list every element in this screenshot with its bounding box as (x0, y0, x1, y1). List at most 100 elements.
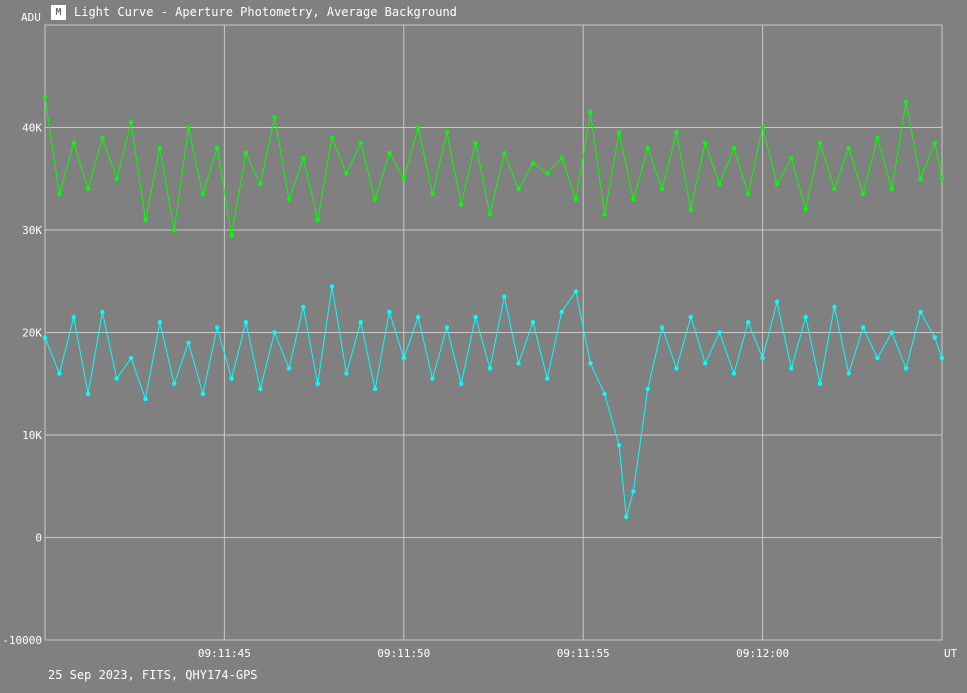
data-point (530, 320, 536, 325)
data-point (229, 376, 234, 381)
data-point (703, 361, 708, 366)
data-point (329, 135, 335, 140)
data-point (85, 186, 91, 192)
data-point (573, 289, 579, 294)
data-point (128, 355, 134, 361)
data-point (846, 145, 851, 151)
light-curve-icon[interactable]: M (51, 4, 66, 20)
data-point (559, 309, 564, 315)
data-point (774, 299, 780, 304)
data-point (860, 325, 866, 330)
data-point (387, 309, 392, 315)
data-point (344, 371, 349, 376)
data-point (114, 376, 120, 381)
data-point (688, 207, 693, 212)
x-tick-label: 09:11:55 (557, 647, 610, 660)
series-layer (42, 94, 945, 520)
data-point (616, 443, 622, 448)
data-point (545, 171, 550, 176)
data-point (717, 330, 722, 335)
data-point (372, 386, 378, 392)
series-2 (42, 284, 945, 520)
data-point (229, 232, 234, 238)
data-point (487, 366, 493, 371)
data-point (588, 361, 593, 366)
data-point (932, 140, 937, 146)
grid-layer (44, 24, 943, 641)
x-tick-label: 09:11:45 (198, 647, 251, 660)
data-point (100, 135, 105, 140)
data-point (760, 355, 765, 361)
y-tick-label: -10000 (2, 634, 42, 647)
data-point (200, 191, 206, 197)
axis-layer: ADU UT -10000 0 10K 20K 30K 40K 09:11:45 09:11:… (2, 11, 957, 660)
x-axis-label: UT (944, 647, 958, 660)
data-point (502, 294, 507, 299)
data-point (939, 176, 945, 181)
series-1-line (44, 96, 943, 236)
data-point (502, 150, 507, 156)
data-point (143, 396, 148, 402)
x-tick-label: 09:11:50 (377, 647, 430, 660)
data-point (688, 314, 693, 320)
data-point (602, 212, 607, 217)
data-point (172, 227, 177, 233)
data-point (545, 376, 550, 381)
y-tick-label: 30K (22, 224, 42, 237)
data-point (42, 94, 48, 100)
data-point (659, 325, 665, 330)
x-tick-label: 09:12:00 (736, 647, 789, 660)
data-point (573, 197, 579, 202)
data-point (602, 391, 607, 397)
data-point (387, 150, 392, 156)
data-point (372, 197, 378, 202)
data-point (918, 309, 923, 315)
data-point (932, 335, 937, 340)
data-point (444, 325, 450, 330)
data-point (272, 115, 277, 120)
data-point (659, 186, 665, 192)
data-point (258, 386, 263, 392)
data-point (746, 191, 751, 197)
data-point (215, 325, 220, 330)
footer-label: 25 Sep 2023, FITS, QHY174-GPS (48, 668, 258, 682)
data-point (731, 371, 737, 376)
data-point (401, 355, 406, 361)
y-tick-label: 0 (35, 532, 42, 545)
data-point (473, 140, 478, 146)
data-point (243, 150, 249, 156)
data-point (215, 145, 220, 151)
data-point (703, 140, 708, 146)
data-point (903, 366, 909, 371)
data-point (243, 320, 249, 325)
data-point (817, 140, 823, 146)
data-point (200, 391, 206, 397)
window-title: Light Curve - Aperture Photometry, Avera… (74, 5, 457, 19)
data-point (42, 335, 48, 340)
data-point (588, 109, 593, 115)
data-point (85, 391, 91, 397)
data-point (143, 217, 148, 222)
data-point (516, 361, 521, 366)
data-point (430, 191, 435, 197)
data-point (789, 156, 794, 161)
title-bar: M Light Curve - Aperture Photometry, Ave… (51, 3, 457, 21)
data-point (128, 120, 134, 125)
data-point (803, 207, 808, 212)
data-point (760, 125, 765, 130)
data-point (516, 186, 521, 192)
data-point (186, 340, 191, 345)
y-tick-label: 20K (22, 327, 42, 340)
data-point (875, 135, 880, 140)
data-point (301, 156, 306, 161)
data-point (846, 371, 851, 376)
data-point (616, 130, 622, 135)
data-point (803, 314, 808, 320)
data-point (645, 145, 650, 151)
data-point (817, 381, 823, 386)
data-point (57, 371, 62, 376)
data-point (731, 145, 737, 151)
data-point (114, 176, 120, 181)
